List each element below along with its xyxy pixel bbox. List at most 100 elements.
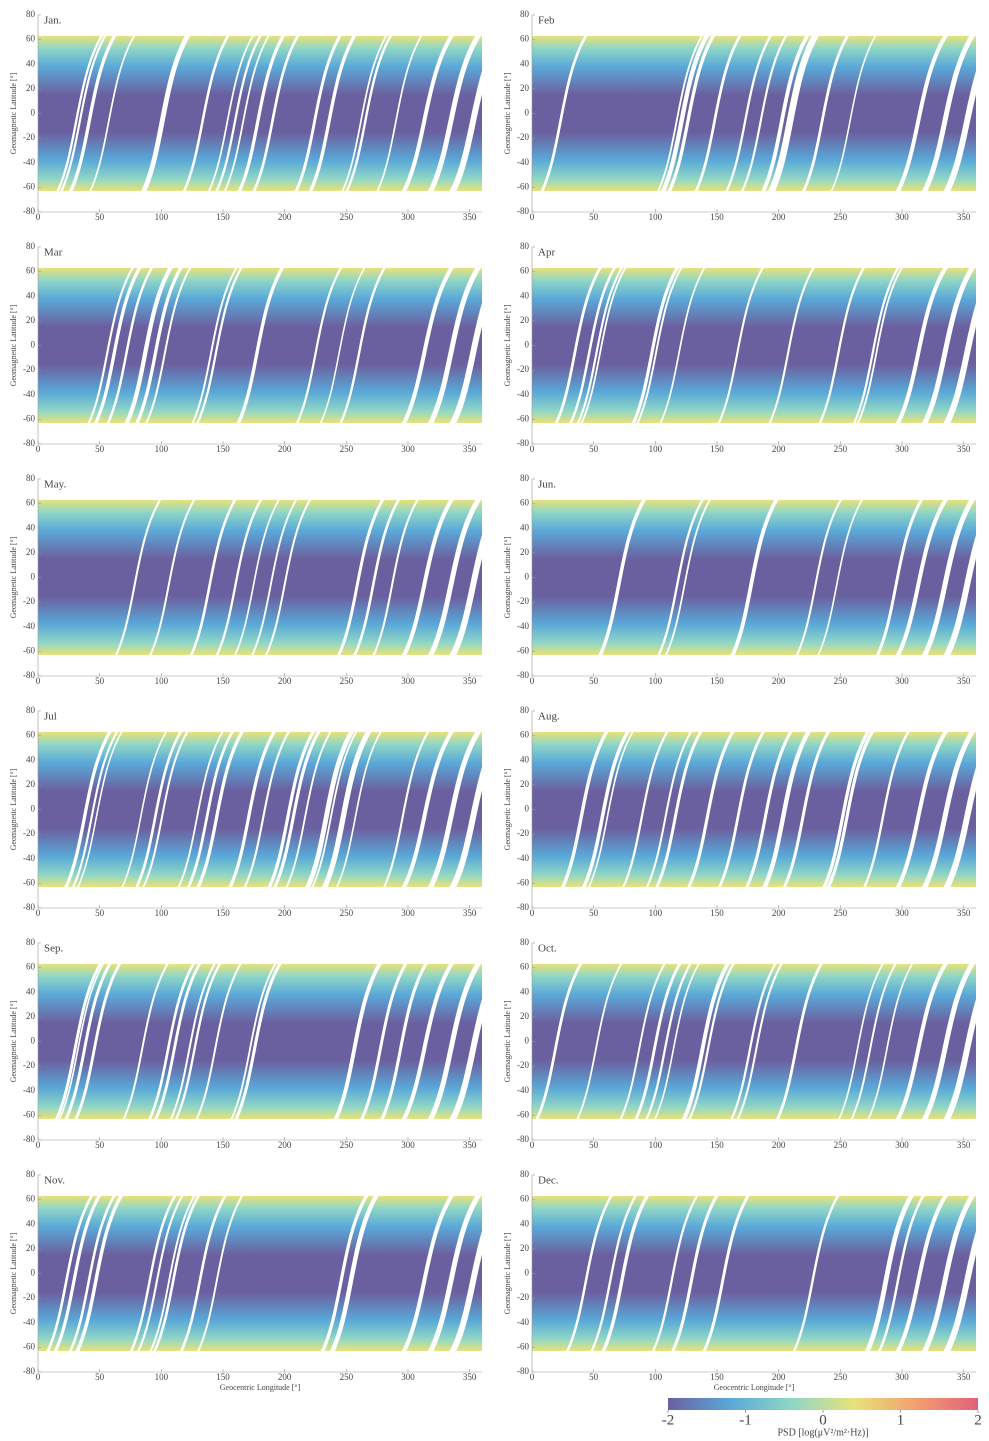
track-gap [75,1195,124,1352]
track-gap [427,963,482,1120]
y-tick-label: 40 [26,58,36,68]
heatmap-field [532,731,976,888]
track-gap [191,267,238,424]
x-tick-label: 350 [957,444,971,454]
track-gap [730,963,777,1120]
track-gap [717,267,764,424]
y-tick-label: -20 [517,828,529,838]
x-tick-label: 200 [278,908,292,918]
y-tick-label: -60 [517,1341,529,1351]
y-tick-label: 20 [520,315,530,325]
track-gap [58,963,105,1120]
y-tick-label: 40 [26,522,36,532]
x-tick-label: 100 [649,1140,663,1150]
x-axis-label: Geocentric Longitude [°] [220,1383,301,1392]
x-tick-label: 350 [463,1372,477,1382]
y-tick-label: -80 [517,670,529,680]
x-tick-label: 250 [340,212,354,222]
y-tick-label: -60 [517,181,529,191]
track-gap [823,731,870,888]
track-gap [769,35,817,192]
track-gap [308,731,355,888]
track-gap [645,731,693,888]
track-gap [818,267,866,424]
x-tick-label: 100 [649,212,663,222]
track-gap [121,731,168,888]
y-tick-label: -20 [23,1060,35,1070]
track-gap [335,731,382,888]
y-tick-label: 0 [525,804,530,814]
track-gap [182,35,230,192]
y-tick-label: 80 [520,705,530,715]
y-tick-label: 40 [520,754,530,764]
track-gap [215,35,262,192]
y-axis-label: Geomagnetic Latitude [°] [503,72,512,154]
x-tick-label: 150 [710,444,724,454]
track-gap [449,71,482,192]
x-tick-label: 350 [463,444,477,454]
x-tick-label: 350 [957,1372,971,1382]
track-gap [875,499,924,656]
track-gap [401,963,454,1120]
x-tick-label: 0 [36,1372,41,1382]
y-tick-label: -40 [23,621,35,631]
track-gap [196,267,243,424]
track-gap [401,1195,454,1352]
colorbar-tick-label: -2 [662,1412,675,1428]
panel-title: May. [44,479,66,491]
track-gap [631,267,680,424]
x-tick-label: 150 [216,212,230,222]
track-gaps [560,731,976,888]
track-gap [856,267,903,424]
track-gap [863,731,910,888]
track-gap [53,1195,102,1352]
y-tick-label: 0 [525,1268,530,1278]
x-tick-label: 350 [463,212,477,222]
track-gap [921,35,976,192]
y-tick-label: -60 [23,181,35,191]
track-gap [702,1195,750,1352]
track-gap [540,35,588,192]
track-gap [580,267,627,424]
y-axis-label: Geomagnetic Latitude [°] [9,72,18,154]
y-tick-label: 60 [26,730,36,740]
track-gap [576,963,623,1120]
track-gap [449,999,482,1120]
track-gap [943,1231,976,1352]
y-tick-label: -40 [517,621,529,631]
panel-title: Dec. [538,1175,559,1187]
track-gap [372,499,419,656]
x-tick-label: 50 [95,1140,105,1150]
track-gap [943,303,976,424]
x-tick-label: 200 [278,676,292,686]
panel-title: Aug. [538,711,560,723]
track-gap [124,267,172,424]
y-tick-label: 60 [520,962,530,972]
y-tick-label: 60 [520,498,530,508]
track-gap [569,267,616,424]
track-gap [662,35,710,192]
y-tick-label: 80 [520,473,530,483]
y-tick-label: -80 [517,902,529,912]
x-tick-label: 150 [216,676,230,686]
track-gap [683,963,731,1120]
track-gap [645,963,692,1120]
track-gap [337,499,385,656]
y-tick-label: -80 [23,438,35,448]
track-gap [71,731,119,888]
track-gap [141,35,189,192]
x-tick-label: 0 [530,444,535,454]
track-gap [148,963,196,1120]
track-gap [664,499,711,656]
x-tick-label: 150 [710,676,724,686]
x-tick-label: 200 [278,1140,292,1150]
track-gap [852,267,900,424]
y-tick-label: 60 [520,34,530,44]
y-tick-label: -60 [23,1109,35,1119]
x-tick-label: 100 [649,444,663,454]
track-gap [137,1195,184,1352]
track-gap [142,35,191,192]
track-gap [64,731,112,888]
track-gap [587,731,634,888]
